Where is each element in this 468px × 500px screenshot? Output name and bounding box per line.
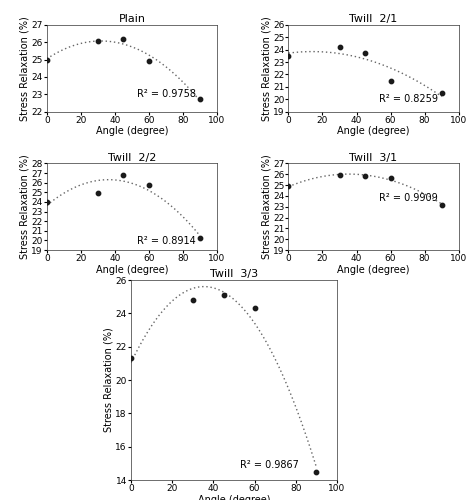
Point [127, 354, 135, 362]
Title: Plain: Plain [118, 14, 146, 24]
Point [196, 234, 204, 242]
Point [361, 50, 369, 58]
Point [336, 172, 343, 179]
Point [43, 56, 51, 64]
Title: Twill  3/1: Twill 3/1 [350, 152, 398, 162]
Text: R² = 0.9758: R² = 0.9758 [137, 89, 196, 99]
Point [285, 52, 292, 60]
Title: Twill  2/1: Twill 2/1 [350, 14, 398, 24]
Point [387, 174, 395, 182]
Point [387, 76, 395, 84]
Point [313, 468, 320, 475]
X-axis label: Angle (degree): Angle (degree) [95, 126, 168, 136]
Y-axis label: Stress Relaxation (%): Stress Relaxation (%) [262, 154, 271, 259]
X-axis label: Angle (degree): Angle (degree) [337, 264, 410, 274]
Point [361, 172, 369, 180]
Y-axis label: Stress Relaxation (%): Stress Relaxation (%) [104, 328, 114, 432]
Point [94, 190, 102, 198]
Point [189, 296, 197, 304]
Point [145, 180, 153, 188]
Point [438, 200, 446, 208]
Point [336, 44, 343, 52]
Title: Twill  2/2: Twill 2/2 [108, 152, 156, 162]
Point [120, 35, 127, 43]
Point [251, 304, 258, 312]
Point [120, 171, 127, 179]
Point [94, 36, 102, 44]
Point [196, 96, 204, 104]
Point [220, 291, 227, 299]
Y-axis label: Stress Relaxation (%): Stress Relaxation (%) [262, 16, 271, 120]
Y-axis label: Stress Relaxation (%): Stress Relaxation (%) [20, 16, 30, 120]
Point [285, 182, 292, 190]
Text: R² = 0.8914: R² = 0.8914 [137, 236, 196, 246]
X-axis label: Angle (degree): Angle (degree) [337, 126, 410, 136]
Title: Twill  3/3: Twill 3/3 [210, 269, 258, 279]
Text: R² = 0.9909: R² = 0.9909 [379, 194, 438, 203]
X-axis label: Angle (degree): Angle (degree) [95, 264, 168, 274]
X-axis label: Angle (degree): Angle (degree) [198, 494, 270, 500]
Point [438, 89, 446, 97]
Text: R² = 0.8259: R² = 0.8259 [379, 94, 438, 104]
Point [145, 58, 153, 66]
Y-axis label: Stress Relaxation (%): Stress Relaxation (%) [20, 154, 30, 259]
Text: R² = 0.9867: R² = 0.9867 [240, 460, 299, 470]
Point [43, 198, 51, 206]
